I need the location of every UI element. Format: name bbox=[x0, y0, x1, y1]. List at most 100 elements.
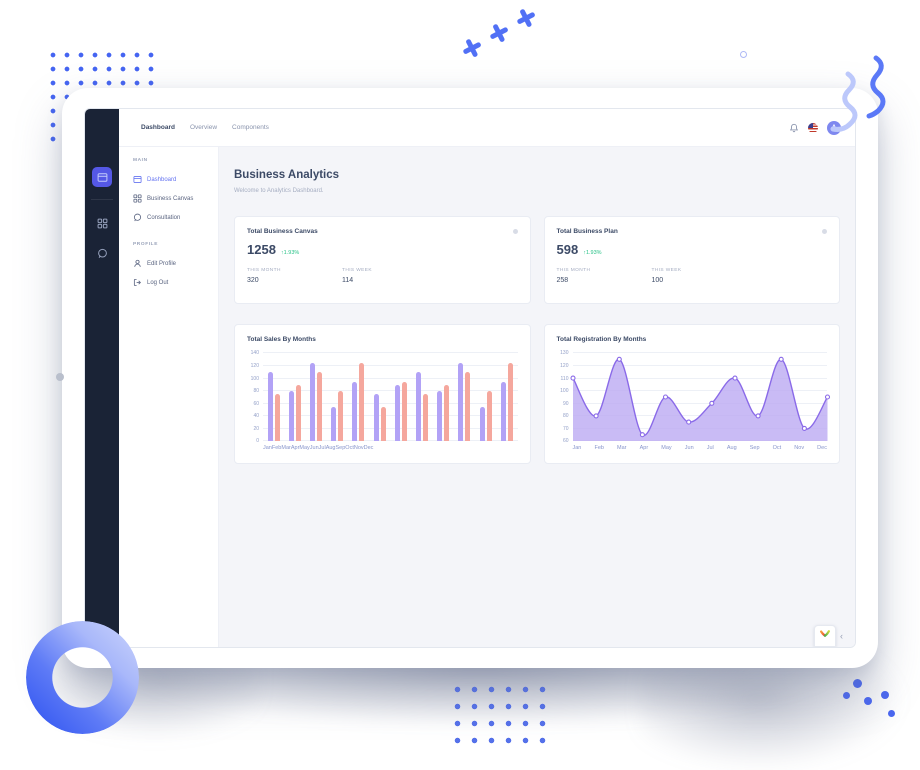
bar bbox=[444, 384, 450, 442]
chevron-left-icon[interactable]: ‹ bbox=[840, 630, 843, 641]
x-tick-label: Jan bbox=[572, 445, 582, 452]
bar bbox=[401, 381, 407, 442]
y-tick-label: 100 bbox=[250, 375, 259, 382]
tab-components[interactable]: Components bbox=[232, 124, 269, 131]
data-point-marker bbox=[616, 357, 622, 363]
y-tick-label: 60 bbox=[253, 400, 259, 407]
stat-sub-value: 258 bbox=[556, 277, 569, 285]
avatar[interactable]: A bbox=[827, 120, 841, 135]
area-series bbox=[569, 357, 830, 442]
bar bbox=[331, 406, 337, 442]
x-tick-label: Jun bbox=[309, 445, 319, 452]
chat-icon bbox=[97, 248, 107, 258]
page-subtitle: Welcome to Analytics Dashboard. bbox=[234, 188, 324, 195]
dot-decoration bbox=[853, 679, 862, 688]
data-point-marker bbox=[731, 375, 738, 382]
x-tick-label: Apr bbox=[290, 445, 300, 452]
grid-icon bbox=[133, 194, 142, 203]
us-flag-icon[interactable] bbox=[808, 122, 818, 133]
x-tick-label: Feb bbox=[271, 445, 282, 452]
rail-dashboard-icon[interactable] bbox=[92, 167, 112, 187]
sidebar-item-label: Consultation bbox=[147, 214, 181, 221]
icon-rail bbox=[85, 109, 119, 647]
x-tick-label: May bbox=[661, 445, 672, 452]
bar bbox=[288, 391, 294, 442]
notification-bell-button[interactable] bbox=[789, 123, 799, 133]
area-chart: 130 120 110 100 90 80 70 60 bbox=[557, 350, 830, 444]
stat-value: 598 bbox=[556, 242, 579, 258]
dot-decoration bbox=[888, 710, 895, 717]
bar-chart: 140 120 100 80 60 40 20 0 bbox=[247, 350, 518, 444]
sidebar-item-consultation[interactable]: Consultation bbox=[133, 208, 218, 227]
stat-change-badge: ↑1.93% bbox=[280, 250, 300, 257]
chart-cards-row: Total Sales By Months 140 120 100 80 60 40 20 0… bbox=[234, 324, 840, 465]
gridline bbox=[263, 352, 518, 354]
gridline bbox=[263, 377, 518, 379]
chart-title: Total Sales By Months bbox=[247, 336, 316, 344]
y-tick-label: 130 bbox=[560, 350, 569, 357]
x-tick-label: Oct bbox=[772, 445, 782, 452]
gridline bbox=[572, 352, 827, 354]
bar bbox=[486, 391, 492, 442]
stat-sub-label: THIS MONTH bbox=[556, 268, 591, 274]
cross-decoration bbox=[459, 35, 484, 60]
stat-change-badge: ↑1.93% bbox=[583, 250, 602, 257]
sidebar-item-business-canvas[interactable]: Business Canvas bbox=[133, 189, 218, 208]
bar bbox=[274, 394, 280, 442]
bar bbox=[310, 362, 315, 442]
x-tick-label: Dec bbox=[817, 445, 827, 452]
sidebar-item-label: Business Canvas bbox=[147, 195, 194, 202]
data-point-marker bbox=[801, 426, 807, 432]
x-tick-label: Nov bbox=[794, 445, 805, 452]
bar bbox=[359, 362, 365, 442]
gridline bbox=[263, 440, 518, 442]
gridline bbox=[263, 402, 518, 404]
bar bbox=[295, 384, 301, 442]
stat-card-title: Total Business Plan bbox=[556, 228, 618, 236]
small-ring-decoration bbox=[740, 51, 747, 58]
card-menu-dot-icon bbox=[822, 229, 827, 235]
dashboard-icon bbox=[97, 172, 107, 182]
gridline bbox=[263, 364, 518, 366]
colorful-y-logo-icon bbox=[820, 630, 830, 642]
y-tick-label: 90 bbox=[562, 400, 569, 407]
gridline bbox=[263, 427, 518, 429]
dashboard-icon bbox=[133, 176, 142, 183]
bar-group bbox=[288, 353, 301, 442]
rail-canvas-icon[interactable] bbox=[92, 213, 112, 233]
y-tick-label: 110 bbox=[560, 375, 569, 382]
logout-icon bbox=[133, 278, 141, 287]
app-screen: Dashboard Overview Components A MAIN bbox=[84, 108, 856, 648]
x-tick-label: Feb bbox=[594, 445, 604, 452]
sidebar-item-log-out[interactable]: Log Out bbox=[133, 273, 218, 292]
x-tick-label: Jul bbox=[706, 445, 714, 452]
card-menu-dot-icon bbox=[512, 229, 518, 235]
grid-icon bbox=[97, 218, 107, 228]
stat-card-title: Total Business Canvas bbox=[247, 228, 318, 236]
bar bbox=[352, 381, 358, 442]
bar bbox=[380, 406, 386, 442]
x-tick-label: Aug bbox=[325, 445, 336, 452]
sidebar-item-dashboard[interactable]: Dashboard bbox=[133, 170, 218, 189]
sidebar-item-label: Log Out bbox=[147, 279, 169, 286]
y-tick-label: 140 bbox=[250, 350, 259, 357]
x-tick-label: Jul bbox=[318, 445, 326, 452]
brand-logo-button[interactable] bbox=[814, 625, 836, 647]
bar bbox=[338, 391, 344, 442]
data-point-marker bbox=[778, 357, 784, 363]
bar-group bbox=[437, 353, 450, 442]
topbar-actions: A bbox=[789, 120, 841, 135]
x-tick-label: Oct bbox=[345, 445, 354, 452]
data-point-marker bbox=[708, 401, 714, 407]
sidebar-item-edit-profile[interactable]: Edit Profile bbox=[133, 254, 218, 273]
y-tick-label: 20 bbox=[253, 425, 259, 432]
x-tick-label: Dec bbox=[363, 445, 374, 452]
dot-grid-decoration-bottom-center bbox=[449, 681, 553, 751]
up-arrow-icon: ↑ bbox=[280, 250, 284, 257]
x-tick-label: Jan bbox=[263, 445, 272, 452]
tab-overview[interactable]: Overview bbox=[189, 124, 218, 131]
bar-group bbox=[458, 353, 471, 442]
bar-group bbox=[416, 353, 429, 442]
rail-chat-icon[interactable] bbox=[92, 243, 112, 263]
tab-dashboard[interactable]: Dashboard bbox=[141, 124, 175, 131]
